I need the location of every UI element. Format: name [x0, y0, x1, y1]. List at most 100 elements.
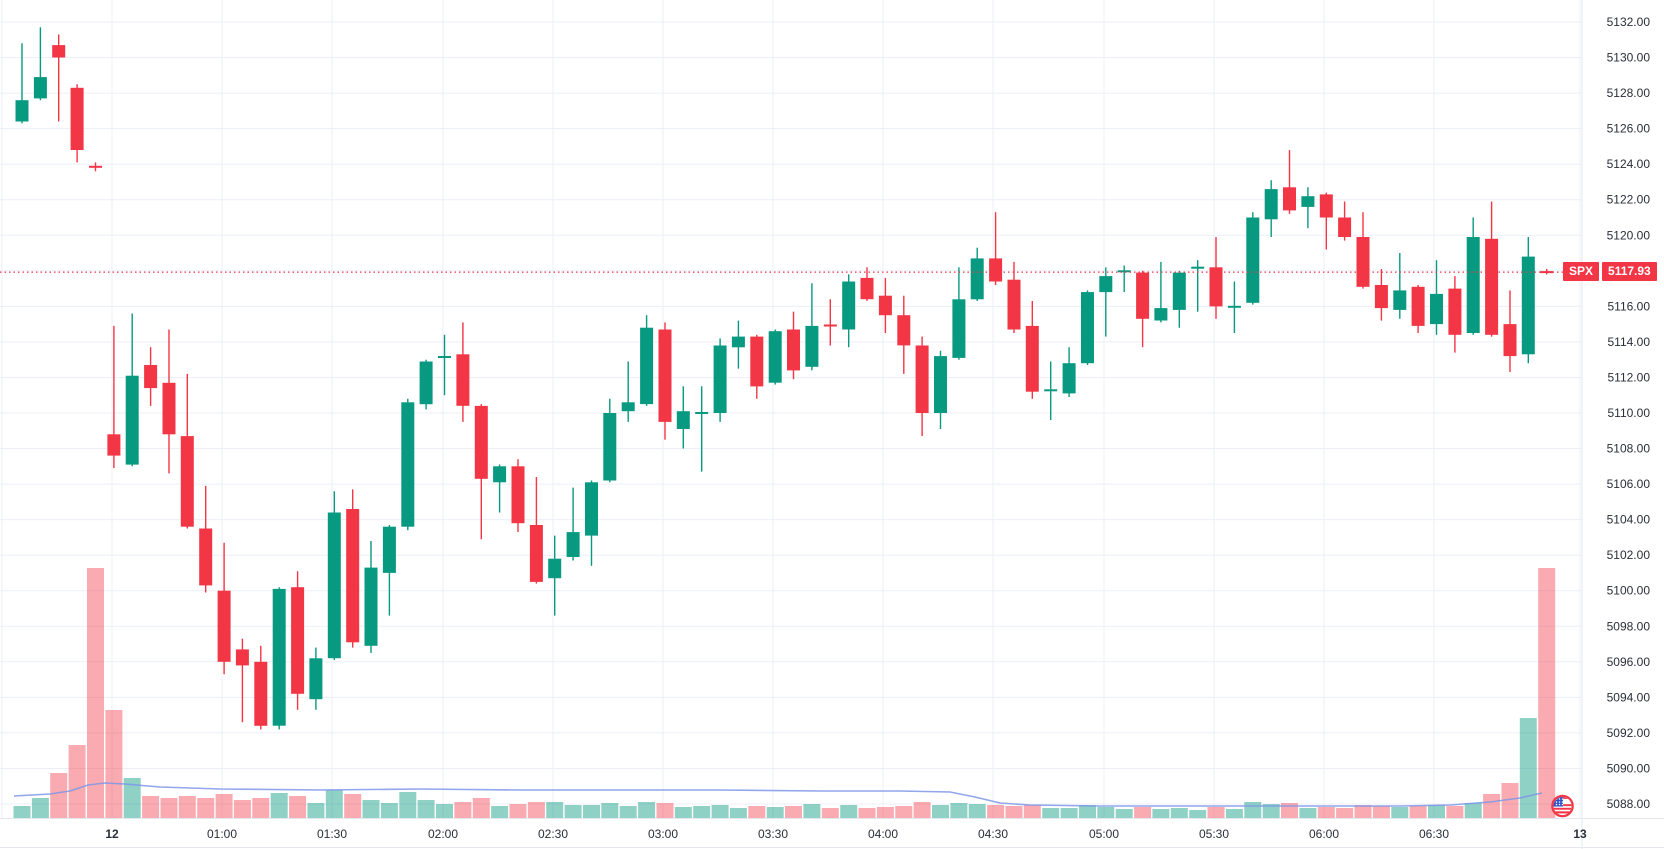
price-tick-label: 5126.00: [1607, 122, 1651, 136]
candle-body: [1338, 217, 1352, 237]
volume-bar: [197, 798, 215, 818]
volume-bar: [509, 804, 527, 818]
volume-bar: [1336, 808, 1354, 818]
candle-body: [787, 329, 800, 371]
candle-body: [585, 482, 598, 536]
candle-body: [1540, 271, 1554, 274]
chart-pane[interactable]: [0, 0, 1582, 818]
volume-bar: [583, 805, 600, 818]
time-tick-label: 12: [105, 827, 119, 841]
volume-bar: [840, 805, 858, 818]
flag-star: [1561, 801, 1564, 803]
volume-bar: [491, 806, 509, 818]
time-tick-label: 02:00: [428, 827, 458, 841]
candle-body: [199, 528, 213, 586]
volume-bar: [1317, 807, 1335, 818]
volume-bar: [619, 806, 637, 818]
candle-body: [1521, 256, 1535, 355]
us-flag-logo: [1551, 794, 1574, 818]
grid-layer: [0, 0, 1582, 818]
volume-bar: [913, 802, 931, 818]
volume-bar: [233, 800, 251, 818]
candle-body: [934, 356, 947, 413]
flag-canton: [1553, 797, 1563, 807]
volume-bar: [1262, 804, 1280, 818]
time-tick-label: 04:00: [868, 827, 898, 841]
volume-bar: [252, 798, 270, 818]
price-tick-label: 5094.00: [1607, 690, 1651, 704]
candle-body: [897, 315, 911, 346]
volume-bar: [1354, 805, 1372, 818]
price-axis[interactable]: [1582, 0, 1664, 818]
volume-bar: [1428, 805, 1445, 818]
candle-body: [1081, 292, 1094, 364]
volume-bar: [289, 796, 307, 818]
candle-body: [1356, 237, 1370, 287]
volume-bar: [766, 807, 784, 818]
volume-bar: [1060, 808, 1078, 818]
price-tick-label: 5128.00: [1607, 86, 1651, 100]
candle-body: [1393, 290, 1407, 310]
time-axis-labels: 12 01:00 01:30 02:00 02:30 03:00 03:30 04:00 04:…: [105, 827, 1587, 841]
candle-body: [603, 413, 617, 481]
logo-ring: [1551, 794, 1574, 818]
volume-bar: [968, 804, 986, 818]
candle-body: [989, 258, 1003, 282]
candle-body: [144, 365, 158, 389]
time-tick-label: 04:30: [978, 827, 1008, 841]
flag-glyph: [1553, 797, 1572, 815]
candle-body: [1007, 279, 1021, 330]
volume-bar: [546, 802, 564, 818]
volume-bar: [638, 802, 656, 818]
price-tick-label: 5120.00: [1607, 228, 1651, 242]
candle-body: [15, 100, 29, 122]
time-tick-label: 03:30: [758, 827, 788, 841]
flag-star: [1555, 801, 1558, 803]
candle-body: [33, 77, 47, 99]
volume-bar: [1170, 808, 1188, 818]
price-tick-label: 5102.00: [1607, 548, 1651, 562]
time-axis[interactable]: [0, 819, 1664, 849]
candle-body: [805, 325, 819, 367]
volume-bar: [380, 803, 398, 818]
volume-bar: [1189, 810, 1207, 818]
price-tick-label: 5104.00: [1607, 513, 1651, 527]
volume-bar: [160, 798, 178, 818]
volume-bar: [876, 807, 894, 818]
price-tick-label: 5110.00: [1608, 406, 1651, 420]
candles-layer: [15, 27, 1554, 730]
symbol-badge: SPX: [1563, 262, 1600, 281]
price-tick-label: 5088.00: [1607, 797, 1651, 811]
volume-bar: [454, 802, 472, 818]
flag-star: [1561, 798, 1564, 800]
candle-body: [1209, 267, 1223, 307]
candle-body: [1374, 285, 1388, 309]
candle-body: [511, 466, 525, 524]
candle-body: [1466, 237, 1480, 333]
candle-body: [640, 327, 654, 405]
candle-body: [1283, 187, 1296, 211]
volume-bars-layer: [13, 568, 1556, 818]
candle-body: [676, 411, 690, 429]
candle-body: [566, 532, 580, 557]
flag-star: [1558, 803, 1561, 806]
candle-body: [70, 87, 84, 150]
volume-bar: [932, 805, 949, 818]
candle-body: [970, 258, 984, 300]
volume-bar: [1115, 809, 1133, 818]
candle-body: [695, 412, 709, 414]
volume-bar: [950, 803, 968, 818]
volume-bar: [13, 806, 31, 818]
volume-bar: [858, 808, 876, 818]
candle-body: [750, 336, 764, 387]
volume-bar: [1483, 794, 1501, 818]
volume-bar: [123, 778, 141, 818]
volume-bar: [1225, 809, 1243, 818]
volume-bar: [270, 793, 288, 818]
candle-body: [860, 277, 874, 300]
candle-body: [1099, 276, 1113, 293]
flag-star: [1561, 803, 1564, 806]
volume-bar: [1464, 803, 1482, 818]
volume-bar: [1299, 808, 1317, 818]
